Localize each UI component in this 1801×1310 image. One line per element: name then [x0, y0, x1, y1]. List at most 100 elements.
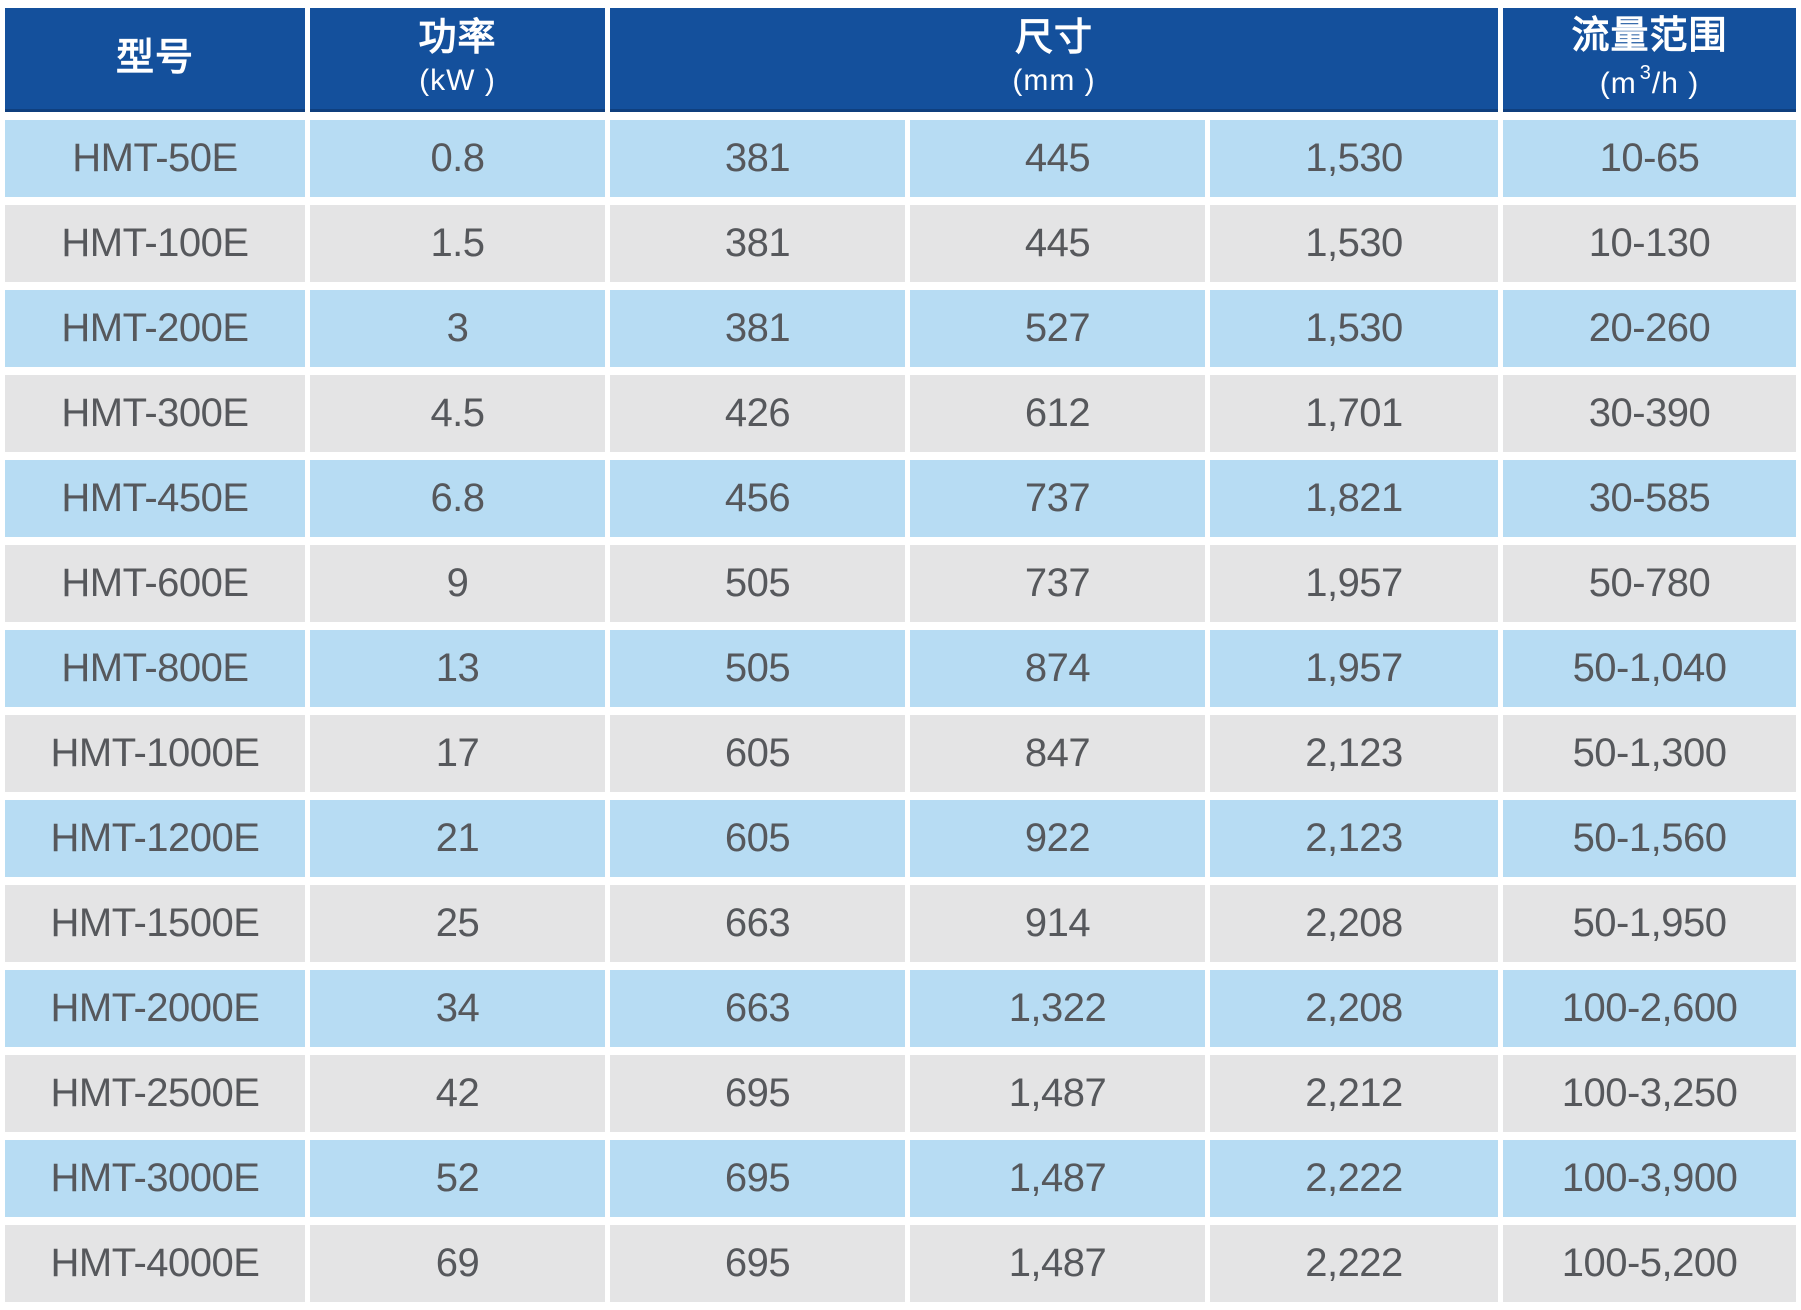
table-row: HMT-600E 9 505 737 1,957 50-780	[5, 545, 1797, 622]
table-row: HMT-1000E 17 605 847 2,123 50-1,300	[5, 715, 1797, 792]
dim-width-cell: 1,322	[910, 970, 1205, 1047]
header-flow-unit: (m 3/h )	[1503, 62, 1796, 102]
dim-length-cell: 456	[610, 460, 905, 537]
dim-length-cell: 505	[610, 630, 905, 707]
dim-height-cell: 2,208	[1210, 885, 1499, 962]
power-cell: 34	[310, 970, 605, 1047]
dim-length-cell: 695	[610, 1225, 905, 1302]
header-row: 型号 功率 (kW ) 尺寸 (mm ) 流量范围 (m 3/h )	[5, 8, 1797, 112]
model-cell: HMT-2500E	[5, 1055, 305, 1132]
dim-height-cell: 1,957	[1210, 545, 1499, 622]
model-cell: HMT-1000E	[5, 715, 305, 792]
header-flow-unit-suffix: /h )	[1651, 66, 1700, 100]
table-body: HMT-50E 0.8 381 445 1,530 10-65 HMT-100E…	[5, 120, 1797, 1302]
flow-range-cell: 30-390	[1503, 375, 1797, 452]
model-cell: HMT-1500E	[5, 885, 305, 962]
model-cell: HMT-600E	[5, 545, 305, 622]
table-row: HMT-1500E 25 663 914 2,208 50-1,950	[5, 885, 1797, 962]
model-cell: HMT-50E	[5, 120, 305, 197]
model-cell: HMT-2000E	[5, 970, 305, 1047]
power-cell: 25	[310, 885, 605, 962]
dim-height-cell: 1,530	[1210, 205, 1499, 282]
header-flow-label: 流量范围	[1571, 14, 1728, 57]
table-header: 型号 功率 (kW ) 尺寸 (mm ) 流量范围 (m 3/h )	[5, 8, 1797, 112]
dim-width-cell: 847	[910, 715, 1205, 792]
dim-width-cell: 737	[910, 460, 1205, 537]
table-row: HMT-1200E 21 605 922 2,123 50-1,560	[5, 800, 1797, 877]
power-cell: 17	[310, 715, 605, 792]
flow-range-cell: 100-3,900	[1503, 1140, 1797, 1217]
model-cell: HMT-3000E	[5, 1140, 305, 1217]
header-model: 型号	[5, 8, 305, 112]
power-cell: 0.8	[310, 120, 605, 197]
model-cell: HMT-4000E	[5, 1225, 305, 1302]
dim-length-cell: 605	[610, 800, 905, 877]
dim-width-cell: 612	[910, 375, 1205, 452]
power-cell: 21	[310, 800, 605, 877]
dim-width-cell: 874	[910, 630, 1205, 707]
power-cell: 69	[310, 1225, 605, 1302]
model-cell: HMT-450E	[5, 460, 305, 537]
model-cell: HMT-100E	[5, 205, 305, 282]
table-row: HMT-2500E 42 695 1,487 2,212 100-3,250	[5, 1055, 1797, 1132]
model-cell: HMT-1200E	[5, 800, 305, 877]
dim-length-cell: 695	[610, 1055, 905, 1132]
table-row: HMT-50E 0.8 381 445 1,530 10-65	[5, 120, 1797, 197]
dim-length-cell: 695	[610, 1140, 905, 1217]
dim-height-cell: 2,222	[1210, 1140, 1499, 1217]
dim-width-cell: 1,487	[910, 1225, 1205, 1302]
power-cell: 52	[310, 1140, 605, 1217]
power-cell: 9	[310, 545, 605, 622]
flow-range-cell: 50-1,560	[1503, 800, 1797, 877]
table-row: HMT-100E 1.5 381 445 1,530 10-130	[5, 205, 1797, 282]
model-cell: HMT-800E	[5, 630, 305, 707]
dim-width-cell: 737	[910, 545, 1205, 622]
dim-height-cell: 2,123	[1210, 715, 1499, 792]
header-power: 功率 (kW )	[310, 8, 605, 112]
dim-width-cell: 527	[910, 290, 1205, 367]
dim-length-cell: 663	[610, 970, 905, 1047]
dim-height-cell: 1,821	[1210, 460, 1499, 537]
model-cell: HMT-200E	[5, 290, 305, 367]
flow-range-cell: 30-585	[1503, 460, 1797, 537]
flow-range-cell: 50-1,300	[1503, 715, 1797, 792]
header-dimensions: 尺寸 (mm )	[610, 8, 1499, 112]
table-row: HMT-200E 3 381 527 1,530 20-260	[5, 290, 1797, 367]
dim-length-cell: 381	[610, 120, 905, 197]
flow-range-cell: 10-130	[1503, 205, 1797, 282]
table-row: HMT-2000E 34 663 1,322 2,208 100-2,600	[5, 970, 1797, 1047]
flow-range-cell: 50-1,040	[1503, 630, 1797, 707]
dim-height-cell: 1,957	[1210, 630, 1499, 707]
dim-height-cell: 2,123	[1210, 800, 1499, 877]
header-dimensions-label: 尺寸	[1015, 17, 1094, 60]
dim-width-cell: 445	[910, 205, 1205, 282]
dim-width-cell: 922	[910, 800, 1205, 877]
model-cell: HMT-300E	[5, 375, 305, 452]
flow-range-cell: 100-3,250	[1503, 1055, 1797, 1132]
header-flow: 流量范围 (m 3/h )	[1503, 8, 1797, 112]
table-row: HMT-800E 13 505 874 1,957 50-1,040	[5, 630, 1797, 707]
power-cell: 1.5	[310, 205, 605, 282]
power-cell: 4.5	[310, 375, 605, 452]
dim-height-cell: 1,530	[1210, 290, 1499, 367]
flow-range-cell: 20-260	[1503, 290, 1797, 367]
dim-length-cell: 381	[610, 205, 905, 282]
header-power-unit: (kW )	[419, 64, 496, 98]
dim-width-cell: 914	[910, 885, 1205, 962]
header-flow-unit-sup: 3	[1639, 61, 1652, 84]
dim-length-cell: 381	[610, 290, 905, 367]
dim-height-cell: 2,212	[1210, 1055, 1499, 1132]
dim-length-cell: 605	[610, 715, 905, 792]
flow-range-cell: 50-780	[1503, 545, 1797, 622]
power-cell: 13	[310, 630, 605, 707]
dim-length-cell: 426	[610, 375, 905, 452]
dim-height-cell: 2,208	[1210, 970, 1499, 1047]
flow-range-cell: 100-5,200	[1503, 1225, 1797, 1302]
power-cell: 3	[310, 290, 605, 367]
table-row: HMT-450E 6.8 456 737 1,821 30-585	[5, 460, 1797, 537]
dim-height-cell: 1,530	[1210, 120, 1499, 197]
header-dimensions-unit: (mm )	[1012, 64, 1096, 98]
header-power-label: 功率	[418, 17, 497, 60]
flow-range-cell: 100-2,600	[1503, 970, 1797, 1047]
power-cell: 42	[310, 1055, 605, 1132]
